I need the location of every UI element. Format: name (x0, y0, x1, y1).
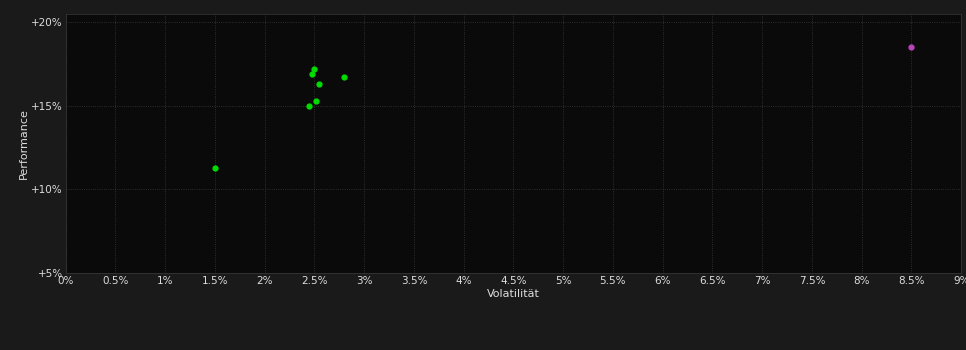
Point (309, 98, 325, 104)
Point (336, 75, 352, 80)
Point (208, 165, 223, 170)
Point (904, 44, 920, 50)
Y-axis label: Performance: Performance (18, 108, 28, 179)
Point (304, 71, 320, 77)
X-axis label: Volatilität: Volatilität (487, 288, 540, 299)
Point (312, 82, 327, 87)
Point (301, 103, 317, 109)
Point (307, 66, 323, 72)
